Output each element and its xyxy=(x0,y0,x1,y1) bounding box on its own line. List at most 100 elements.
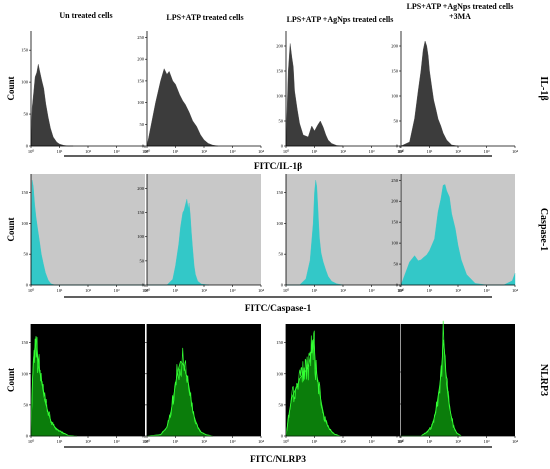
y-tick-label: 50 xyxy=(279,119,284,124)
x-tick-label: 10⁴ xyxy=(258,439,265,444)
y-tick-label: 200 xyxy=(391,44,399,49)
x-tick-label: 10⁰ xyxy=(28,439,35,444)
histogram-trace xyxy=(285,330,341,437)
plot-area xyxy=(31,174,145,285)
x-axis-label: FITC/NLRP3 xyxy=(250,455,306,465)
x-tick-label: 10² xyxy=(340,288,347,293)
y-tick-label: 100 xyxy=(21,80,29,85)
x-tick-label: 10¹ xyxy=(173,288,180,293)
x-tick-label: 10² xyxy=(85,439,92,444)
y-tick-label: 0 xyxy=(396,283,399,288)
y-tick-label: 0 xyxy=(26,144,29,149)
column-title: +3MA xyxy=(449,12,471,21)
histogram-area xyxy=(146,68,218,147)
y-tick-label: 150 xyxy=(21,190,29,195)
column-title: LPS+ATP treated cells xyxy=(166,13,243,22)
x-tick-label: 10¹ xyxy=(173,149,180,154)
y-tick-label: 100 xyxy=(21,371,29,376)
x-tick-label: 10³ xyxy=(484,439,491,444)
y-tick-label: 0 xyxy=(26,434,29,439)
x-tick-label: 10⁴ xyxy=(512,439,519,444)
y-tick-label: 50 xyxy=(279,402,284,407)
column-title: Un treated cells xyxy=(59,11,112,20)
y-tick-label: 100 xyxy=(391,94,399,99)
row-marker-label: NLRP3 xyxy=(538,364,549,396)
x-tick-label: 10³ xyxy=(484,288,491,293)
x-tick-label: 10² xyxy=(340,149,347,154)
y-tick-label: 100 xyxy=(276,221,284,226)
x-tick-label: 10⁴ xyxy=(512,288,519,293)
x-tick-label: 10⁴ xyxy=(258,149,265,154)
x-tick-label: 10³ xyxy=(369,149,376,154)
plot-area xyxy=(147,174,261,285)
x-tick-label: 10⁰ xyxy=(28,149,35,154)
y-tick-label: 50 xyxy=(394,402,399,407)
y-tick-label: 150 xyxy=(21,340,29,345)
y-tick-label: 0 xyxy=(142,283,145,288)
plot-area xyxy=(401,324,515,436)
x-tick-label: 10² xyxy=(201,439,208,444)
x-tick-label: 10¹ xyxy=(312,149,319,154)
y-tick-label: 200 xyxy=(137,57,145,62)
x-tick-label: 10⁴ xyxy=(258,288,265,293)
y-tick-label: 0 xyxy=(26,283,29,288)
y-tick-label: 100 xyxy=(21,221,29,226)
x-tick-label: 10³ xyxy=(230,439,237,444)
y-tick-label: 150 xyxy=(391,69,399,74)
x-tick-label: 10² xyxy=(340,439,347,444)
x-tick-label: 10⁰ xyxy=(144,439,151,444)
x-tick-label: 10⁴ xyxy=(397,288,404,293)
x-tick-label: 10³ xyxy=(484,149,491,154)
x-tick-label: 10⁰ xyxy=(28,288,35,293)
x-tick-label: 10⁰ xyxy=(283,439,290,444)
x-tick-label: 10¹ xyxy=(173,439,180,444)
x-tick-label: 10¹ xyxy=(312,288,319,293)
plot-area xyxy=(286,174,400,285)
plot-area xyxy=(286,31,400,146)
x-tick-label: 10³ xyxy=(369,439,376,444)
y-tick-label: 150 xyxy=(137,210,145,215)
y-tick-label: 0 xyxy=(281,283,284,288)
column-title: LPS+ATP +AgNps treated cells xyxy=(287,15,394,24)
x-tick-label: 10⁴ xyxy=(142,439,149,444)
y-tick-label: 50 xyxy=(24,112,29,117)
histogram-trace xyxy=(30,337,77,437)
y-tick-label: 50 xyxy=(279,252,284,257)
histogram-area xyxy=(285,43,344,147)
x-tick-label: 10² xyxy=(455,439,462,444)
y-tick-label: 50 xyxy=(140,258,145,263)
x-tick-label: 10² xyxy=(455,288,462,293)
y-tick-label: 100 xyxy=(391,241,399,246)
y-tick-label: 50 xyxy=(24,402,29,407)
y-tick-label: 200 xyxy=(276,44,284,49)
y-axis-label: Count xyxy=(6,76,16,100)
y-tick-label: 150 xyxy=(276,190,284,195)
x-tick-label: 10¹ xyxy=(427,439,434,444)
y-tick-label: 50 xyxy=(24,252,29,257)
y-tick-label: 200 xyxy=(137,186,145,191)
x-tick-label: 10⁴ xyxy=(142,149,149,154)
x-tick-label: 10³ xyxy=(369,288,376,293)
y-tick-label: 150 xyxy=(21,48,29,53)
y-tick-label: 250 xyxy=(391,178,399,183)
x-tick-label: 10¹ xyxy=(427,288,434,293)
y-tick-label: 0 xyxy=(281,434,284,439)
plot-area xyxy=(147,324,261,436)
y-tick-label: 100 xyxy=(276,371,284,376)
x-axis-label: FITC/Caspase-1 xyxy=(245,304,312,314)
x-tick-label: 10¹ xyxy=(57,149,64,154)
y-tick-label: 0 xyxy=(142,144,145,149)
x-tick-label: 10¹ xyxy=(57,439,64,444)
x-tick-label: 10⁰ xyxy=(283,149,290,154)
x-tick-label: 10⁴ xyxy=(397,439,404,444)
x-tick-label: 10⁰ xyxy=(398,439,405,444)
y-tick-label: 150 xyxy=(137,340,145,345)
y-tick-label: 150 xyxy=(391,220,399,225)
x-tick-label: 10³ xyxy=(114,439,121,444)
y-tick-label: 100 xyxy=(137,100,145,105)
y-tick-label: 200 xyxy=(391,199,399,204)
y-tick-label: 0 xyxy=(281,144,284,149)
x-tick-label: 10⁰ xyxy=(398,149,405,154)
y-tick-label: 100 xyxy=(391,370,399,375)
